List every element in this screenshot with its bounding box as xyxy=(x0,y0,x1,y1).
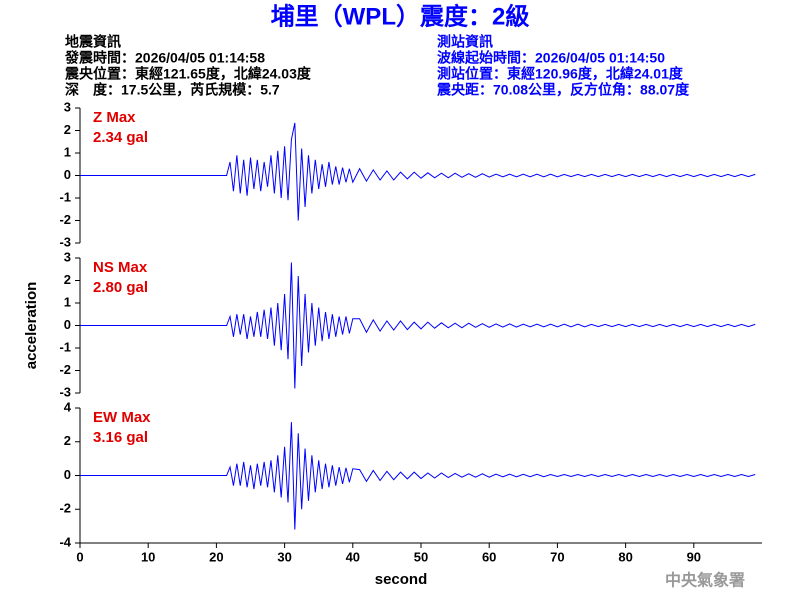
y-tick-label: 3 xyxy=(64,249,71,264)
y-tick-label: -2 xyxy=(59,501,71,516)
y-tick-label: -2 xyxy=(59,362,71,377)
panel-max: 2.80 gal xyxy=(93,279,148,296)
info-left: 地震資訊 xyxy=(65,34,121,50)
info-left: 發震時間：2026/04/05 01:14:58 xyxy=(64,50,265,66)
y-tick-label: -3 xyxy=(59,234,71,249)
x-tick-label: 40 xyxy=(346,549,360,564)
y-tick-label: 1 xyxy=(64,294,71,309)
waveform xyxy=(80,422,756,530)
y-tick-label: 2 xyxy=(64,433,71,448)
y-tick-label: 0 xyxy=(64,467,71,482)
x-tick-label: 30 xyxy=(277,549,291,564)
x-tick-label: 70 xyxy=(550,549,564,564)
waveform xyxy=(80,262,756,389)
info-right: 測站位置：東經120.96度，北緯24.01度 xyxy=(437,66,684,82)
x-tick-label: 0 xyxy=(76,549,83,564)
info-right: 震央距：70.08公里，反方位角：88.07度 xyxy=(436,82,690,98)
x-tick-label: 60 xyxy=(482,549,496,564)
panel-label: EW Max xyxy=(93,409,151,426)
panel-label: NS Max xyxy=(93,259,148,276)
panel-max: 2.34 gal xyxy=(93,129,148,146)
y-tick-label: 2 xyxy=(64,272,71,287)
y-tick-label: 0 xyxy=(64,317,71,332)
credit: 中央氣象署 xyxy=(665,571,745,590)
info-right: 測站資訊 xyxy=(437,34,493,50)
y-tick-label: -3 xyxy=(59,384,71,399)
y-tick-label: 4 xyxy=(64,399,72,414)
panel-max: 3.16 gal xyxy=(93,429,148,446)
y-tick-label: 1 xyxy=(64,144,71,159)
y-tick-label: 3 xyxy=(64,99,71,114)
x-tick-label: 20 xyxy=(209,549,223,564)
x-tick-label: 80 xyxy=(618,549,632,564)
info-right: 波線起始時間：2026/04/05 01:14:50 xyxy=(437,50,665,66)
panel-label: Z Max xyxy=(93,109,136,126)
y-axis-label: acceleration xyxy=(23,282,40,370)
y-tick-label: -2 xyxy=(59,212,71,227)
y-tick-label: 2 xyxy=(64,122,71,137)
x-tick-label: 10 xyxy=(141,549,155,564)
info-left: 深 度：17.5公里，芮氏規模：5.7 xyxy=(65,82,280,98)
y-tick-label: -4 xyxy=(59,534,71,549)
y-tick-label: -1 xyxy=(59,189,71,204)
y-tick-label: -1 xyxy=(59,339,71,354)
info-left: 震央位置：東經121.65度，北緯24.03度 xyxy=(64,66,312,82)
waveform xyxy=(80,122,756,221)
x-tick-label: 50 xyxy=(414,549,428,564)
chart-title: 埔里（WPL）震度：2級 xyxy=(271,2,530,30)
x-tick-label: 90 xyxy=(687,549,701,564)
y-tick-label: 0 xyxy=(64,167,71,182)
x-axis-label: second xyxy=(375,571,428,588)
